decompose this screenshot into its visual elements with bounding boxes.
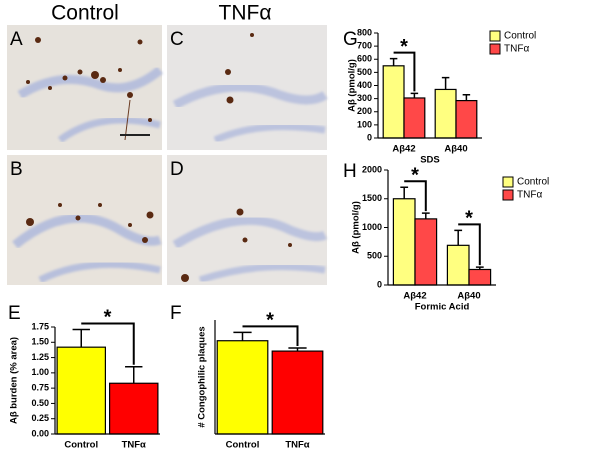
error-bar [233,331,252,341]
y-axis-label: Aβ burden (% area) [9,337,20,424]
y-tick-label: 0.50 [31,398,49,408]
error-bar [389,57,398,66]
bar [446,244,470,286]
y-axis-label: Aβ (pmol/g) [347,59,358,112]
panel-label: A [10,29,23,50]
significance-star: * [400,36,408,58]
column-header: TNFα [219,2,272,25]
micrograph: D [167,155,328,285]
error-bar [400,186,409,199]
y-tick-label: 800 [357,27,372,37]
legend-swatch [489,43,501,55]
y-tick-label: 1.50 [31,337,49,347]
panel-label: B [10,159,23,180]
micrograph: B [7,155,162,285]
significance-bracket [242,325,299,346]
bar [403,97,426,139]
bar [468,268,492,286]
panel-label: F [170,303,182,324]
x-tick-label: Aβ40 [457,291,480,302]
micrograph: C [167,25,328,150]
panel-label: C [170,29,184,50]
x-tick-label: Control [226,440,260,451]
y-tick-label: 0.25 [31,413,49,423]
significance-bracket [458,223,481,266]
error-bar [475,266,484,270]
panel-label: D [170,159,184,180]
y-tick-label: 1000 [362,222,382,232]
significance-star: * [104,307,112,329]
x-tick-label: Control [64,440,98,451]
y-tick-label: 300 [357,93,372,103]
legend-label: Control [504,31,536,42]
significance-star: * [465,208,473,230]
panel-label: H [343,161,357,182]
legend-label: Control [517,177,549,188]
x-tick-label: Aβ40 [444,144,467,155]
micrograph: A [7,25,163,150]
significance-star: * [411,165,419,187]
y-tick-label: 2000 [362,164,382,174]
x-tick-label: Aβ42 [392,144,415,155]
x-axis-label: Formic Acid [415,302,470,313]
error-bar [125,365,143,384]
y-tick-label: 0.75 [31,383,49,393]
legend-label: TNFα [517,190,542,201]
bar [382,65,405,139]
y-tick-label: 0 [367,132,372,142]
x-tick-label: TNFα [122,440,146,451]
x-axis-label: SDS [420,155,440,166]
significance-bracket [404,180,427,212]
bar [455,99,478,139]
y-tick-label: 1.00 [31,367,49,377]
significance-bracket [81,322,135,365]
x-tick-label: TNFα [285,440,309,451]
error-bar [421,212,430,219]
x-tick-label: Aβ42 [403,291,426,302]
legend-swatch [502,189,514,201]
error-bar [410,92,419,98]
y-tick-label: 200 [357,106,372,116]
y-tick-label: 100 [357,119,372,129]
y-tick-label: 1.25 [31,352,49,362]
y-tick-label: 0 [377,279,382,289]
bar [392,198,416,286]
bar [216,340,269,435]
significance-star: * [266,310,274,332]
y-tick-label: 500 [367,251,382,261]
significance-bracket [393,51,416,92]
y-axis-label: # Congophilic plaques [197,326,208,427]
column-header: Control [51,2,119,25]
legend-label: TNFα [504,44,529,55]
y-tick-label: 1.75 [31,321,49,331]
y-tick-label: 600 [357,54,372,64]
error-bar [288,347,307,352]
y-tick-label: 700 [357,41,372,51]
bar [271,350,324,435]
legend-swatch [502,176,514,188]
error-bar [441,76,450,90]
panel-label: G [343,29,358,50]
error-bar [72,328,90,348]
y-tick-label: 0.00 [31,428,49,438]
legend-swatch [489,30,501,42]
bar [108,382,159,435]
bar [434,88,457,139]
bar [56,346,106,435]
y-tick-label: 1500 [362,193,382,203]
error-bar [454,229,463,246]
error-bar [462,93,471,101]
y-axis-label: Aβ (pmol/g) [351,201,362,254]
panel-label: E [8,303,21,324]
y-tick-label: 400 [357,80,372,90]
y-tick-label: 500 [357,67,372,77]
bar [414,218,438,286]
